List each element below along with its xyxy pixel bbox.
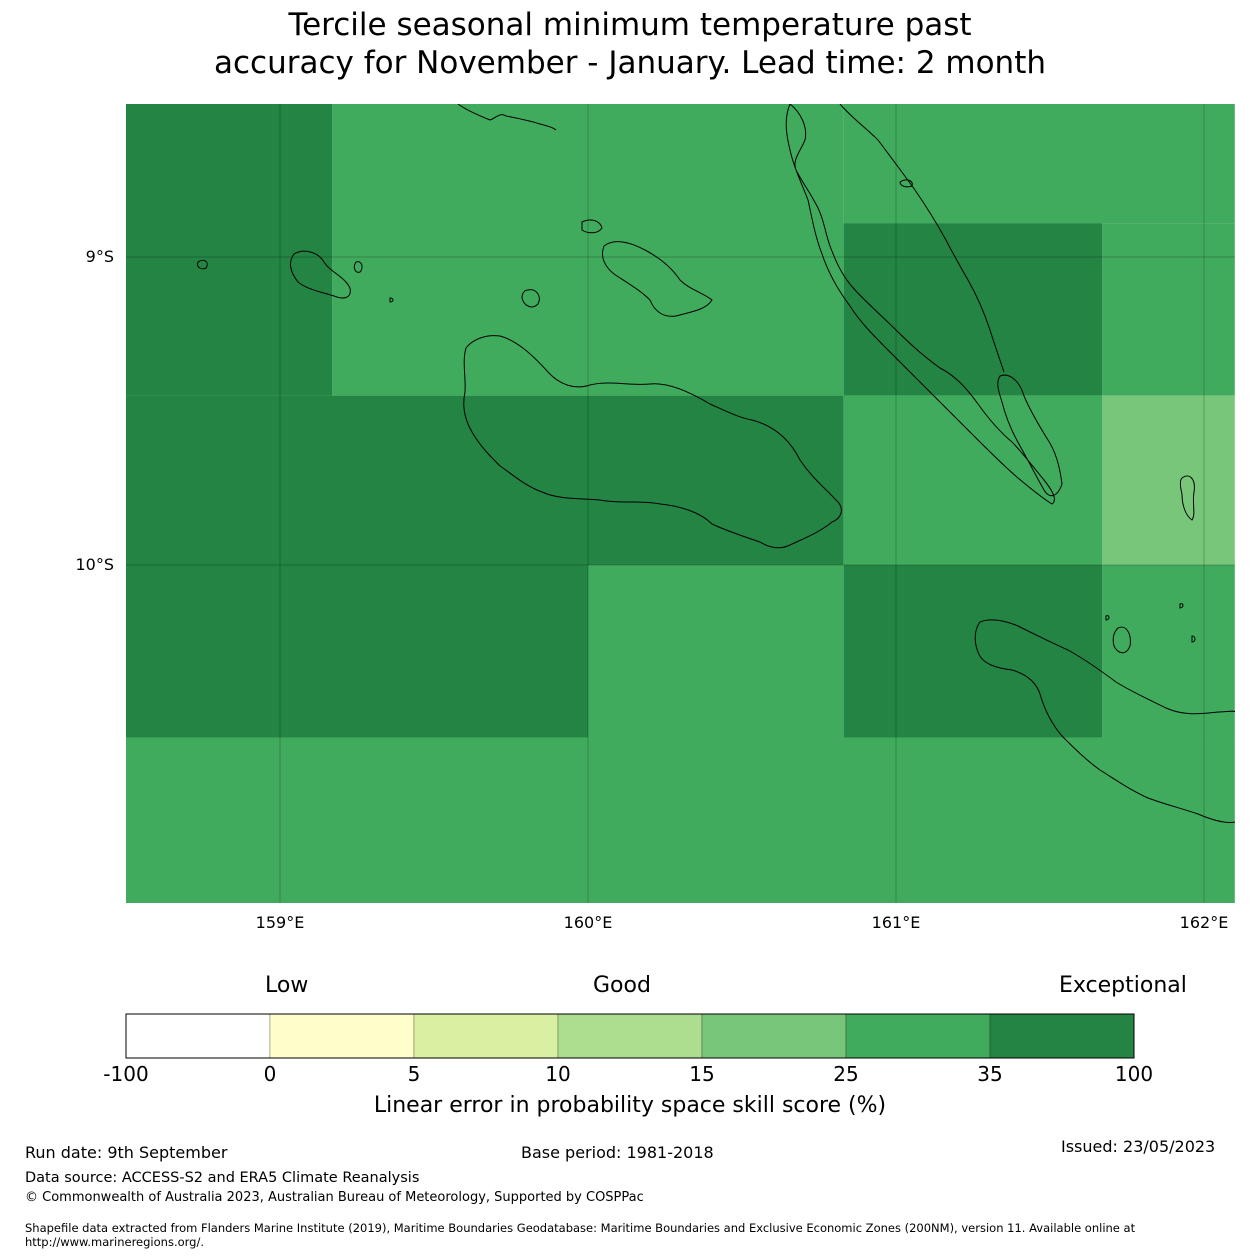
colorbar-bin: [845, 1013, 991, 1059]
skill-cell: [843, 223, 1103, 396]
coastline-makira: [974, 619, 1235, 823]
coastline-russell: [290, 250, 351, 299]
coastline-islands-north: [457, 104, 557, 131]
base-period: Base period: 1981-2018: [521, 1143, 714, 1162]
copyright: © Commonwealth of Australia 2023, Austra…: [25, 1190, 644, 1205]
coastline-malaita: [785, 104, 1055, 505]
shapefile-credit: Shapefile data extracted from Flanders M…: [25, 1221, 1136, 1249]
colorbar-bin: [989, 1013, 1135, 1059]
colorbar-bin: [701, 1013, 847, 1059]
colorbar-bin: [413, 1013, 559, 1059]
coastline-islet-5: [1179, 603, 1184, 609]
data-source: Data source: ACCESS-S2 and ERA5 Climate …: [25, 1170, 420, 1186]
colorbar-bin: [557, 1013, 703, 1059]
colorbar-tick: 0: [263, 1062, 277, 1086]
colorbar-tick: 100: [1114, 1062, 1154, 1086]
coastline-islet-2: [353, 261, 363, 273]
run-date: Run date: 9th September: [25, 1143, 228, 1162]
lon-label-160e: 160°E: [563, 913, 613, 932]
skill-cell: [332, 104, 844, 396]
skill-cell: [126, 104, 333, 396]
colorbar-tick: 10: [545, 1062, 571, 1086]
coastline-islet-3: [197, 259, 208, 270]
issued-date: Issued: 23/05/2023: [1061, 1137, 1216, 1156]
colorbar-bin: [125, 1013, 271, 1059]
title-line-1: Tercile seasonal minimum temperature pas…: [288, 7, 972, 43]
lon-label-159e: 159°E: [255, 913, 305, 932]
colorbar-tick: 35: [977, 1062, 1003, 1086]
coastline-islet-7: [1191, 635, 1196, 643]
coastlines: [197, 104, 1235, 823]
skill-cell: [1102, 223, 1235, 396]
map-title: Tercile seasonal minimum temperature pas…: [0, 6, 1260, 82]
coastline-ulawa: [1180, 475, 1195, 521]
lat-label-9s: 9°S: [85, 247, 114, 266]
category-exceptional: Exceptional: [1059, 973, 1187, 998]
coastline-ugi: [1112, 626, 1131, 654]
colorbar: [125, 1013, 1135, 1059]
skill-cell: [843, 104, 1235, 224]
lon-label-162e: 162°E: [1179, 913, 1229, 932]
coastline-islet-8: [899, 179, 913, 188]
colorbar-tick: 15: [689, 1062, 715, 1086]
skill-cell: [126, 395, 844, 565]
coastline-islet-6: [1105, 615, 1110, 621]
colorbar-tick: 5: [407, 1062, 421, 1086]
skill-cell: [126, 565, 588, 738]
coastline-islet-4: [389, 297, 394, 303]
coastline-islet-1: [581, 219, 603, 234]
skill-cell: [588, 565, 844, 738]
coastline-malaita-north: [839, 104, 1005, 373]
colorbar-tick: 25: [833, 1062, 859, 1086]
colorbar-tick: -100: [103, 1062, 149, 1086]
skill-cell: [126, 737, 1235, 903]
graticule: [126, 104, 1235, 903]
skill-cell: [1102, 395, 1235, 565]
lon-label-161e: 161°E: [871, 913, 921, 932]
skill-cell: [1102, 565, 1235, 738]
title-line-2: accuracy for November - January. Lead ti…: [213, 45, 1047, 81]
category-low: Low: [265, 973, 309, 998]
colorbar-bin: [269, 1013, 415, 1059]
skill-cell: [843, 565, 1103, 738]
colorbar-title: Linear error in probability space skill …: [373, 1093, 887, 1118]
category-good: Good: [593, 973, 651, 998]
coastline-savo: [521, 289, 540, 308]
coastline-small-malaita: [997, 374, 1063, 497]
skill-grid: [126, 104, 1235, 903]
coastline-guadalcanal: [463, 335, 842, 549]
coastline-nggela: [601, 241, 713, 317]
colorbar-border: [125, 1013, 1135, 1059]
skill-cell: [843, 395, 1103, 565]
lat-label-10s: 10°S: [75, 555, 114, 574]
